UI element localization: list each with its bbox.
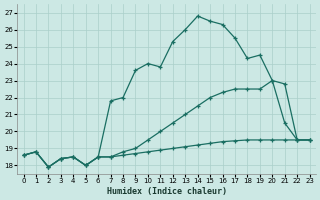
X-axis label: Humidex (Indice chaleur): Humidex (Indice chaleur) [107, 187, 227, 196]
